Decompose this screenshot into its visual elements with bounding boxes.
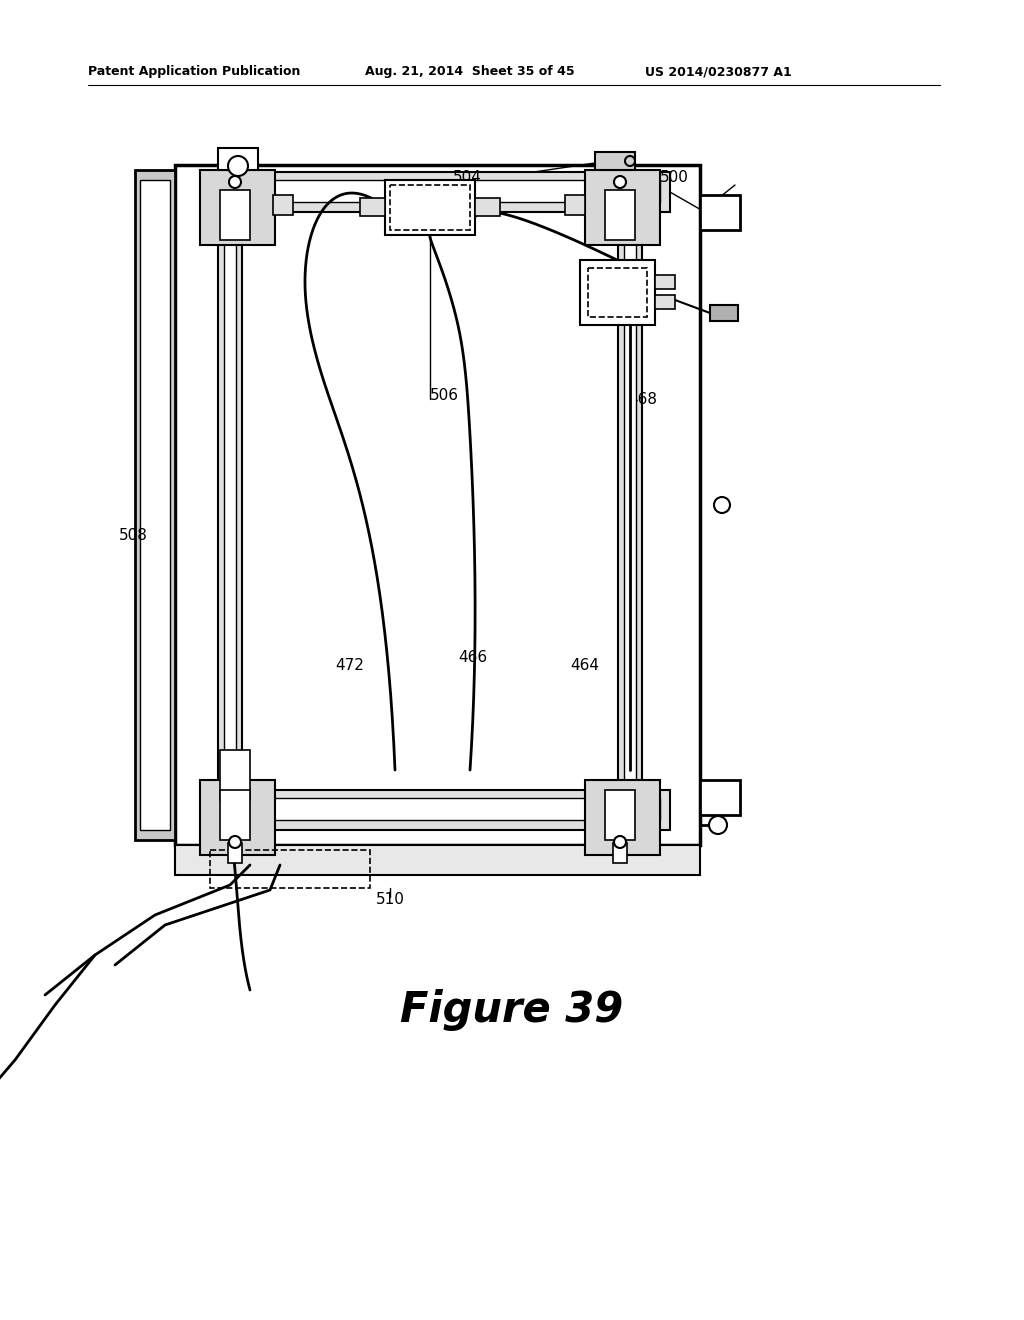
Bar <box>220 750 250 800</box>
Bar <box>224 216 236 785</box>
Text: US 2014/0230877 A1: US 2014/0230877 A1 <box>645 66 792 78</box>
Text: 510: 510 <box>376 892 404 908</box>
Bar <box>700 780 740 814</box>
Bar <box>475 198 500 216</box>
Bar <box>228 843 242 863</box>
Bar <box>205 789 670 830</box>
Text: 502: 502 <box>357 190 386 206</box>
Bar <box>273 195 293 215</box>
Bar <box>585 780 660 855</box>
Text: 466: 466 <box>458 651 487 665</box>
Bar <box>700 195 740 230</box>
Circle shape <box>229 176 241 187</box>
Circle shape <box>709 816 727 834</box>
Bar <box>205 172 670 213</box>
Bar <box>585 170 660 246</box>
Bar <box>135 170 175 840</box>
Bar <box>220 789 250 840</box>
Circle shape <box>614 176 626 187</box>
Bar <box>580 260 655 325</box>
Text: 506: 506 <box>430 388 459 403</box>
Bar <box>605 789 635 840</box>
Bar <box>655 275 675 289</box>
Bar <box>215 799 660 820</box>
Text: Patent Application Publication: Patent Application Publication <box>88 66 300 78</box>
Text: Aug. 21, 2014  Sheet 35 of 45: Aug. 21, 2014 Sheet 35 of 45 <box>365 66 574 78</box>
Bar <box>655 294 675 309</box>
Bar <box>624 216 636 785</box>
Circle shape <box>228 156 248 176</box>
Bar <box>595 152 635 170</box>
Bar <box>710 305 738 321</box>
Circle shape <box>714 498 730 513</box>
Bar <box>565 195 585 215</box>
Bar <box>385 180 475 235</box>
Bar <box>215 180 660 202</box>
Bar <box>140 180 170 830</box>
Text: 504: 504 <box>453 170 482 186</box>
Text: Figure 39: Figure 39 <box>400 989 624 1031</box>
Bar <box>218 148 258 170</box>
Bar <box>588 268 647 317</box>
Circle shape <box>625 156 635 166</box>
Bar <box>220 190 250 240</box>
Bar <box>200 780 275 855</box>
Text: 468: 468 <box>628 392 657 408</box>
Text: 464: 464 <box>570 657 599 672</box>
Bar <box>360 198 385 216</box>
Text: 508: 508 <box>119 528 148 543</box>
Bar <box>175 165 700 845</box>
Circle shape <box>614 836 626 847</box>
Circle shape <box>229 836 241 847</box>
Bar <box>218 213 242 789</box>
Bar <box>605 190 635 240</box>
Bar <box>613 843 627 863</box>
Bar <box>200 170 275 246</box>
Text: 472: 472 <box>335 657 364 672</box>
Bar <box>390 185 470 230</box>
Bar <box>175 845 700 875</box>
Text: 500: 500 <box>660 170 689 186</box>
Bar <box>210 850 370 888</box>
Bar <box>618 213 642 789</box>
